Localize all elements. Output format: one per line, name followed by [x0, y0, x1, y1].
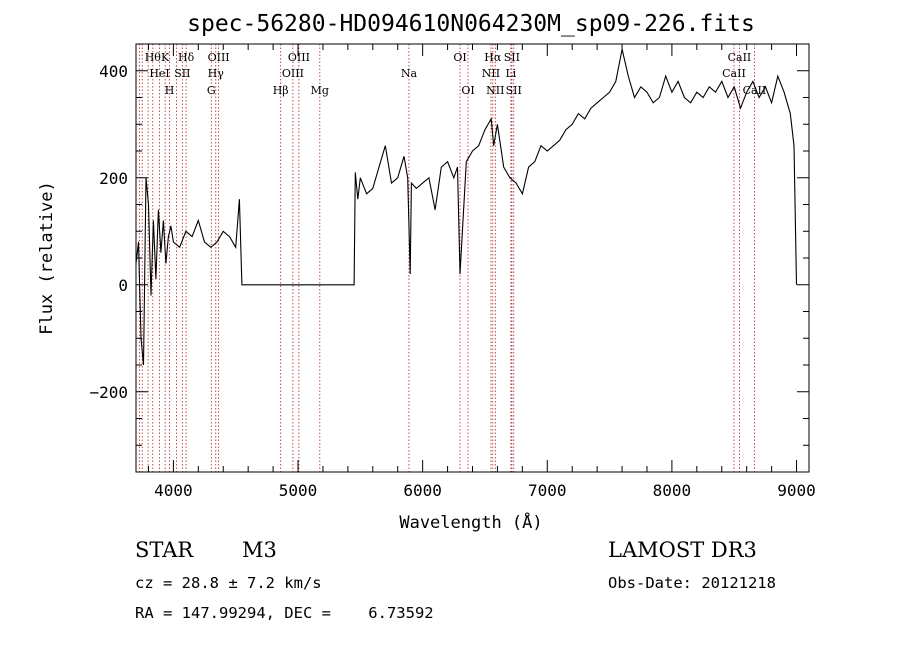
y-tick-label: 0 [118, 276, 128, 295]
spectral-line-label: K [161, 51, 170, 64]
spectral-line-label: SII [504, 51, 520, 64]
plot-frame [135, 43, 810, 473]
x-tick-label: 4000 [154, 481, 193, 500]
spectral-line-label: NII [482, 67, 500, 80]
x-tick-label: 8000 [653, 481, 692, 500]
axis-ticks: 4000 5000 6000 7000 8000 9000 −200 0 200 400 [89, 43, 816, 500]
x-tick-label: 6000 [403, 481, 442, 500]
spectral-line-label: SII [174, 67, 190, 80]
spectral-line-label: H [165, 84, 175, 97]
redshift-cz: cz = 28.8 ± 7.2 km/s [135, 574, 322, 592]
x-tick-label: 5000 [279, 481, 318, 500]
ra-dec-coordinates: RA = 147.99294, DEC = 6.73592 [135, 604, 434, 622]
x-tick-label: 7000 [528, 481, 567, 500]
y-tick-label: 400 [99, 62, 128, 81]
spectral-line-label: Hδ [178, 51, 195, 64]
spectral-line-label: Mg [311, 84, 329, 97]
spectral-line-label: OI [461, 84, 474, 97]
spectral-line-label: OIII [288, 51, 310, 64]
spectral-line-label: Hθ [145, 51, 162, 64]
chart-title: spec-56280-HD094610N064230M_sp09-226.fit… [187, 11, 755, 37]
spectral-line-label: Hγ [208, 67, 225, 80]
survey-name: LAMOST DR3 [608, 538, 757, 562]
spectral-line-label: OI [453, 51, 466, 64]
spectral-line-label: CaII [728, 51, 752, 64]
object-class: STAR [135, 538, 194, 562]
y-tick-label: −200 [89, 383, 128, 402]
spectral-line-label: HeI [149, 67, 169, 80]
spectral-line-label: OIII [282, 67, 304, 80]
spectral-line-labels: Hθ HeI K H SII Hδ G Hγ OIII Hβ OIII OIII Mg Na OI OI NII… [145, 51, 767, 97]
spectral-line-label: Hβ [273, 84, 289, 97]
spectral-line-label: Hα [484, 51, 502, 64]
x-tick-label: 9000 [777, 481, 816, 500]
spectrum-series-line [135, 49, 798, 366]
y-axis-label: Flux (relative) [37, 181, 57, 335]
spectral-line-label: Li [505, 67, 516, 80]
spectral-line-label: NII [486, 84, 504, 97]
spectral-line-label: Na [401, 67, 418, 80]
spectral-line-label: OIII [208, 51, 230, 64]
spectral-lines-layer [138, 44, 755, 472]
y-tick-label: 200 [99, 169, 128, 188]
object-subclass: M3 [242, 538, 277, 562]
x-axis-label: Wavelength (Å) [399, 511, 542, 533]
spectral-line-label: SII [506, 84, 522, 97]
spectral-line-label: CaII [722, 67, 746, 80]
spectral-line-label: G [207, 84, 216, 97]
observation-date: Obs-Date: 20121218 [608, 574, 776, 592]
spectral-line-label: CaII [743, 84, 767, 97]
